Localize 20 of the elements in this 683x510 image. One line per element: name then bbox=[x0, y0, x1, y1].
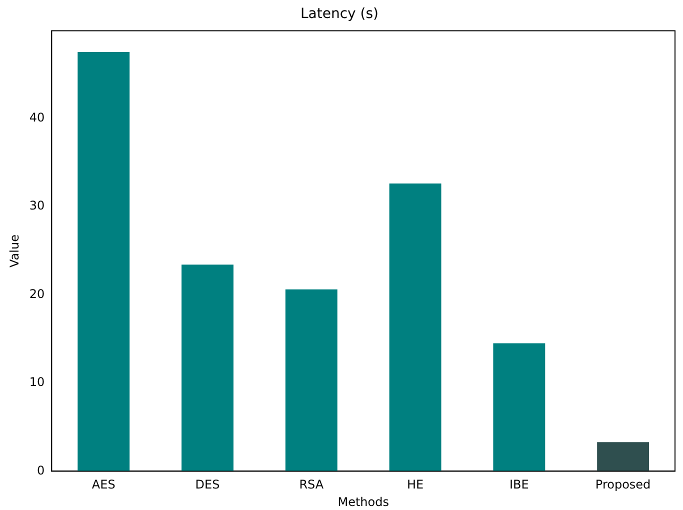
chart-title: Latency (s) bbox=[300, 6, 379, 22]
x-tick-label: IBE bbox=[509, 478, 529, 492]
x-axis-title: Methods bbox=[338, 494, 389, 509]
y-axis-title: Value bbox=[7, 234, 22, 268]
x-tick-label: HE bbox=[406, 478, 424, 492]
y-tick-label: 0 bbox=[37, 463, 45, 478]
bar bbox=[389, 183, 442, 472]
x-tick-label: RSA bbox=[299, 478, 324, 492]
x-tick-label: AES bbox=[92, 478, 116, 492]
bar bbox=[493, 343, 546, 472]
bar bbox=[78, 52, 130, 472]
bar bbox=[597, 442, 650, 472]
y-tick-label: 40 bbox=[29, 110, 45, 124]
y-tick-label: 30 bbox=[29, 198, 45, 213]
x-tick-label: DES bbox=[195, 478, 220, 492]
x-tick-label: Proposed bbox=[595, 478, 651, 492]
y-tick-label: 10 bbox=[29, 375, 45, 390]
bar bbox=[285, 289, 338, 472]
y-tick-label: 20 bbox=[29, 286, 45, 301]
bar bbox=[182, 264, 234, 472]
